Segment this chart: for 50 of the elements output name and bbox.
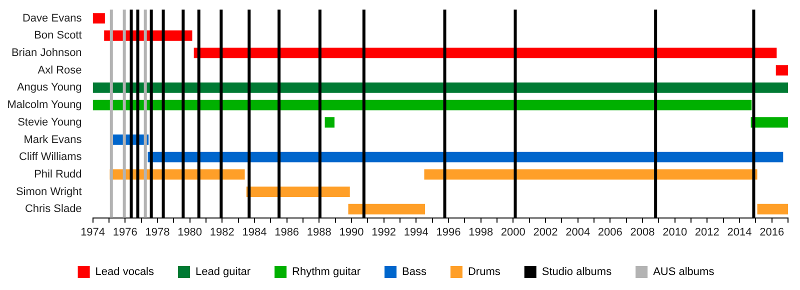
legend-label: Lead guitar <box>196 266 251 278</box>
x-tick-label: 1988 <box>306 226 332 238</box>
bar <box>424 169 758 180</box>
x-tick-label: 1996 <box>436 226 461 238</box>
x-tick-label: 1974 <box>80 226 106 238</box>
bar <box>194 48 777 58</box>
x-tick-label: 2014 <box>727 226 752 238</box>
x-tick-label: 2012 <box>694 226 720 238</box>
x-tick-label: 1986 <box>274 226 300 238</box>
bar <box>92 13 105 24</box>
legend-label: Studio albums <box>542 266 612 278</box>
x-tick-label: 1994 <box>404 226 428 238</box>
bar <box>348 204 426 214</box>
y-tick-label: Chris Slade <box>24 203 82 216</box>
x-tick-label: 2004 <box>566 226 590 238</box>
bar <box>324 117 335 128</box>
bar <box>776 65 788 76</box>
legend-label: Lead vocals <box>95 266 155 278</box>
y-tick-label: Dave Evans <box>22 12 82 24</box>
legend-label: Bass <box>402 266 427 278</box>
y-tick-label: Stevie Young <box>18 116 82 128</box>
x-tick-label: 1980 <box>178 226 202 238</box>
x-tick-label: 1984 <box>242 226 267 238</box>
x-tick-label: 1976 <box>112 226 138 238</box>
x-tick-label: 1982 <box>210 226 234 238</box>
legend-label: Rhythm guitar <box>292 266 361 278</box>
y-tick-label: Mark Evans <box>24 134 82 146</box>
y-tick-label: Phil Rudd <box>34 168 82 180</box>
x-tick-label: 1978 <box>145 226 170 238</box>
y-tick-label: Bon Scott <box>34 30 82 42</box>
x-tick-label: 1990 <box>339 226 364 238</box>
x-tick-label: 2002 <box>533 226 558 238</box>
bar <box>92 82 788 93</box>
legend-label: AUS albums <box>653 266 715 278</box>
x-tick-label: 2008 <box>630 226 655 238</box>
y-tick-label: Brian Johnson <box>11 47 82 60</box>
x-tick-label: 1998 <box>468 226 494 238</box>
x-tick-label: 2006 <box>598 226 622 238</box>
bar <box>757 204 788 214</box>
y-tick-label: Angus Young <box>16 82 82 94</box>
y-tick-label: Axl Rose <box>38 64 82 76</box>
x-tick-label: 2016 <box>760 226 784 238</box>
x-tick-label: 2000 <box>500 226 526 238</box>
legend-label: Drums <box>468 266 501 278</box>
y-tick-label: Cliff Williams <box>19 151 82 164</box>
x-tick-label: 2010 <box>662 226 688 238</box>
x-tick-label: 1992 <box>372 226 396 238</box>
y-tick-label: Simon Wright <box>16 186 82 198</box>
bar <box>148 152 784 162</box>
y-tick-label: Malcolm Young <box>7 99 82 112</box>
